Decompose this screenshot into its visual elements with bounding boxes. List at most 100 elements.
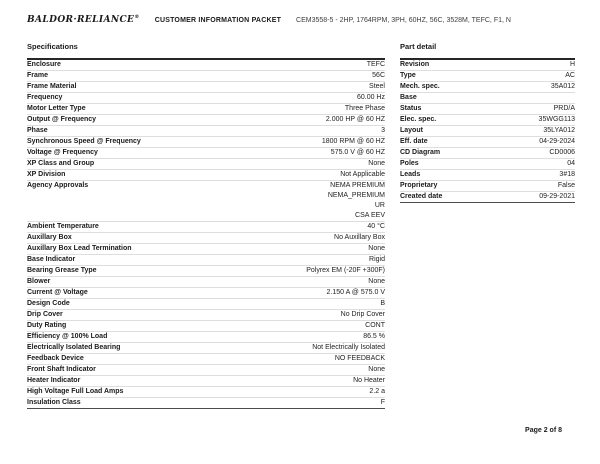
row-label: Drip Cover xyxy=(27,311,63,318)
table-row: Voltage @ Frequency 575.0 V @ 60 HZ xyxy=(27,148,385,159)
row-label: Auxillary Box xyxy=(27,234,72,241)
baldor-reliance-logo: BALDOR·RELIANCE® xyxy=(27,14,140,25)
row-value: None xyxy=(368,366,385,373)
product-code: CEM3558-5 - 2HP, 1764RPM, 3PH, 60HZ, 56C… xyxy=(296,17,511,24)
row-label: Base Indicator xyxy=(27,256,76,263)
row-label: Blower xyxy=(27,278,51,285)
table-row: Blower None xyxy=(27,277,385,288)
row-label: High Voltage Full Load Amps xyxy=(27,388,124,395)
table-row: Bearing Grease Type Polyrex EM (-20F +300… xyxy=(27,266,385,277)
table-row: Layout 35LYA012 xyxy=(400,126,575,137)
row-label: Motor Letter Type xyxy=(27,105,86,112)
row-value: None xyxy=(368,245,385,252)
row-label: Heater Indicator xyxy=(27,377,81,384)
row-label: Phase xyxy=(27,127,48,134)
row-value: 40 °C xyxy=(367,223,385,230)
row-value: CD0006 xyxy=(549,149,575,156)
table-row: Created date 09-29-2021 xyxy=(400,192,575,202)
row-label: Synchronous Speed @ Frequency xyxy=(27,138,141,145)
row-label: Agency Approvals xyxy=(27,182,89,189)
registered-trademark-mark: ® xyxy=(134,14,140,20)
row-value: H xyxy=(569,61,575,68)
specifications-title: Specifications xyxy=(27,42,78,51)
row-value: CONT xyxy=(365,322,385,329)
table-row: Design Code B xyxy=(27,299,385,310)
row-label: Leads xyxy=(400,171,421,178)
table-row: Proprietary False xyxy=(400,181,575,192)
row-label: XP Division xyxy=(27,171,66,178)
row-value: 35A012 xyxy=(550,83,575,90)
table-row: XP Division Not Applicable xyxy=(27,170,385,181)
row-value: 56C xyxy=(372,72,385,79)
row-value: Steel xyxy=(369,83,385,90)
row-value: 04 xyxy=(567,160,575,167)
row-value: PRD/A xyxy=(553,105,575,112)
table-row: Base xyxy=(400,93,575,104)
row-value: None xyxy=(368,160,385,167)
table-row: CD Diagram CD0006 xyxy=(400,148,575,159)
table-row: Front Shaft Indicator None xyxy=(27,365,385,376)
document-title: CUSTOMER INFORMATION PACKET xyxy=(154,17,282,24)
table-row: Heater Indicator No Heater xyxy=(27,376,385,387)
table-row: Feedback Device NO FEEDBACK xyxy=(27,354,385,365)
table-row: Eff. date 04-29-2024 xyxy=(400,137,575,148)
row-value: 1800 RPM @ 60 HZ xyxy=(321,138,385,145)
row-label: Front Shaft Indicator xyxy=(27,366,96,373)
document-header: BALDOR·RELIANCE® CUSTOMER INFORMATION PA… xyxy=(27,14,575,25)
row-label: XP Class and Group xyxy=(27,160,95,167)
table-row: Poles 04 xyxy=(400,159,575,170)
row-label: Insulation Class xyxy=(27,399,81,406)
row-value: 3 xyxy=(381,127,385,134)
row-label: Electrically Isolated Bearing xyxy=(27,344,121,351)
table-row: Electrically Isolated Bearing Not Electri… xyxy=(27,343,385,354)
row-label: Frequency xyxy=(27,94,63,101)
part-detail-table: Revision H Type AC Mech. spec. 35A012 Base Stat… xyxy=(400,58,575,203)
row-value: Polyrex EM (-20F +300F) xyxy=(306,267,385,274)
row-label: Mech. spec. xyxy=(400,83,440,90)
table-row: Frame 56C xyxy=(27,71,385,82)
row-value: Rigid xyxy=(369,256,385,263)
row-value: 2.000 HP @ 60 HZ xyxy=(325,116,385,123)
row-value: AC xyxy=(565,72,575,79)
row-value: 2.150 A @ 575.0 V xyxy=(326,289,386,296)
table-row: Phase 3 xyxy=(27,126,385,137)
row-label: Layout xyxy=(400,127,423,134)
row-label: Enclosure xyxy=(27,61,61,68)
row-value: 2.2 a xyxy=(369,388,385,395)
row-label: Base xyxy=(400,94,417,101)
page-body: BALDOR·RELIANCE® CUSTOMER INFORMATION PA… xyxy=(27,14,575,409)
row-label: Duty Rating xyxy=(27,322,67,329)
table-row: XP Class and Group None xyxy=(27,159,385,170)
row-value: None xyxy=(368,278,385,285)
row-value: NO FEEDBACK xyxy=(334,355,385,362)
row-value: 575.0 V @ 60 HZ xyxy=(330,149,385,156)
row-value: 04-29-2024 xyxy=(539,138,575,145)
row-label: Design Code xyxy=(27,300,70,307)
table-row: Elec. spec. 35WGG113 xyxy=(400,115,575,126)
table-row: Drip Cover No Drip Cover xyxy=(27,310,385,321)
row-label: CD Diagram xyxy=(400,149,441,156)
row-label: Created date xyxy=(400,193,443,200)
table-row: Duty Rating CONT xyxy=(27,321,385,332)
table-row: Revision H xyxy=(400,60,575,71)
row-label: Output @ Frequency xyxy=(27,116,97,123)
row-label: Eff. date xyxy=(400,138,428,145)
row-value: 09-29-2021 xyxy=(539,193,575,200)
table-row: Insulation Class F xyxy=(27,398,385,408)
table-row: Current @ Voltage 2.150 A @ 575.0 V xyxy=(27,288,385,299)
row-label: Poles xyxy=(400,160,419,167)
row-value: Not Electrically Isolated xyxy=(312,344,385,351)
table-row: Synchronous Speed @ Frequency 1800 RPM @ … xyxy=(27,137,385,148)
table-row: Mech. spec. 35A012 xyxy=(400,82,575,93)
row-value: No Drip Cover xyxy=(340,311,385,318)
specifications-table: Enclosure TEFC Frame 56C Frame Material Steel… xyxy=(27,58,385,409)
row-value: Not Applicable xyxy=(340,171,385,178)
row-value: NEMA PREMIUM NEMA_PREMIUM UR CSA EEV xyxy=(327,182,385,219)
row-label: Revision xyxy=(400,61,430,68)
row-value: 35WGG113 xyxy=(538,116,575,123)
table-row: Auxillary Box No Auxillary Box xyxy=(27,233,385,244)
table-row: Base Indicator Rigid xyxy=(27,255,385,266)
row-label: Current @ Voltage xyxy=(27,289,88,296)
row-label: Auxillary Box Lead Termination xyxy=(27,245,132,252)
